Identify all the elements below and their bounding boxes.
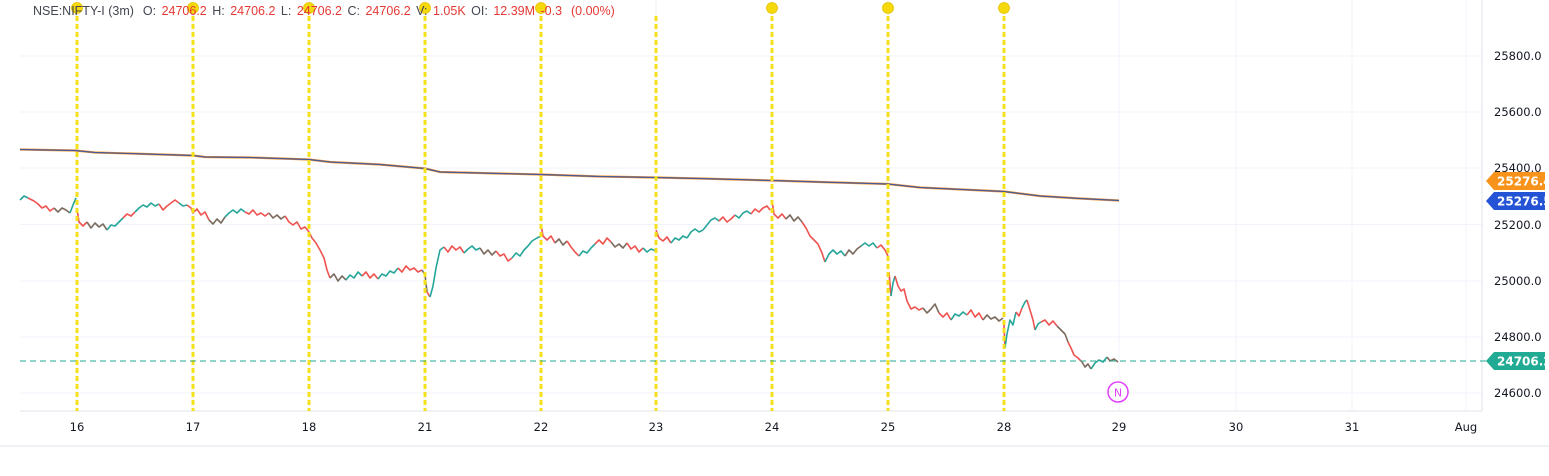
price-tick: 25600.0: [1494, 105, 1542, 119]
session-flag-icon: [71, 2, 83, 14]
session-flag-icon: [303, 2, 315, 14]
news-marker-label: N: [1114, 387, 1122, 400]
close-label: C:: [347, 4, 361, 18]
time-tick: 25: [881, 420, 896, 434]
time-tick: 22: [534, 420, 549, 434]
ma-orange-value: 25276.4: [1497, 175, 1549, 189]
price-tick: 25000.0: [1494, 274, 1542, 288]
oi-label: OI:: [471, 4, 488, 18]
session-flag-icon: [535, 2, 547, 14]
session-flag-icon: [882, 2, 894, 14]
symbol-label[interactable]: NSE:NIFTY-I (3m): [33, 4, 134, 18]
ohlc-legend: NSE:NIFTY-I (3m) O: 24706.2 H: 24706.2 L…: [33, 4, 617, 18]
time-axis[interactable]: 16 17 18 21 22 23 24 25 28 29 30 31 Aug: [70, 420, 1478, 434]
close-value: 24706.2: [365, 4, 411, 18]
price-tick: 25800.0: [1494, 49, 1542, 63]
low-value: 24706.2: [296, 4, 343, 18]
moving-average-lines: [19, 148, 1120, 202]
time-tick: 28: [997, 420, 1012, 434]
news-marker-icon: [1107, 381, 1129, 403]
price-tick: 24800.0: [1494, 330, 1542, 344]
price-tick: 24600.0: [1494, 386, 1542, 400]
session-flag-icon: [998, 2, 1010, 14]
news-marker[interactable]: N: [1107, 381, 1129, 403]
open-value: 24706.2: [161, 4, 207, 18]
vertical-grid: [76, 0, 1467, 411]
change-percent: (0.00%): [571, 4, 615, 18]
ma-blue-price-tag: 25276.5: [1486, 192, 1549, 210]
time-tick: 16: [70, 420, 85, 434]
low-label: L:: [280, 4, 292, 18]
time-tick: 17: [186, 420, 201, 434]
ma-blue-value: 25276.5: [1497, 195, 1549, 209]
session-flag-icons[interactable]: [71, 2, 1010, 14]
high-label: H:: [212, 4, 225, 18]
volume-value: 1.05K: [433, 4, 466, 18]
change-value: -0.3: [540, 4, 563, 18]
high-value: 24706.2: [230, 4, 276, 18]
ma-orange-price-tag: 25276.4: [1486, 172, 1549, 190]
time-tick: 23: [649, 420, 664, 434]
time-tick: 29: [1112, 420, 1127, 434]
session-separator-lines: [75, 16, 1006, 411]
session-flag-icon: [419, 2, 431, 14]
time-tick: 24: [765, 420, 780, 434]
price-axis[interactable]: 25800.0 25600.0 25400.0 25200.0 25000.0 …: [1494, 49, 1542, 400]
time-tick: Aug: [1455, 420, 1477, 434]
price-tick: 25400.0: [1494, 161, 1542, 175]
price-series: [19, 195, 1119, 370]
time-tick: 30: [1229, 420, 1244, 434]
volume-label: V:: [416, 4, 428, 18]
time-tick: 31: [1345, 420, 1360, 434]
session-flag-icon: [766, 2, 778, 14]
session-flag-icon: [187, 2, 199, 14]
price-tick: 25200.0: [1494, 218, 1542, 232]
open-label: O:: [142, 4, 157, 18]
time-tick: 21: [418, 420, 433, 434]
time-tick: 18: [302, 420, 317, 434]
horizontal-grid: [20, 55, 1482, 394]
last-price-tag: 24706.2: [1486, 352, 1549, 370]
last-price-value: 24706.2: [1497, 355, 1549, 369]
oi-value: 12.39M: [493, 4, 536, 18]
